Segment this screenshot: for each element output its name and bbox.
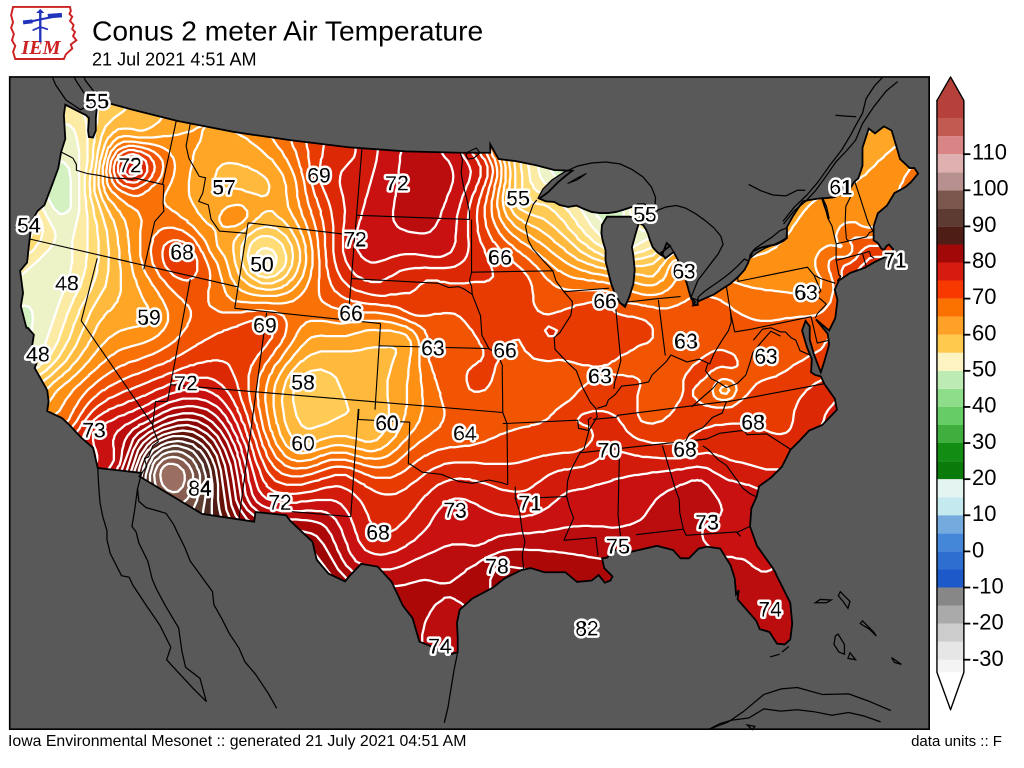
svg-text:90: 90	[972, 212, 996, 237]
svg-text:80: 80	[972, 248, 996, 273]
svg-text:100: 100	[972, 176, 1009, 201]
svg-text:50: 50	[972, 357, 996, 382]
svg-text:-30: -30	[972, 646, 1004, 671]
svg-text:-10: -10	[972, 574, 1004, 599]
svg-text:21 Jul 2021 4:51 AM: 21 Jul 2021 4:51 AM	[92, 50, 257, 70]
svg-text:IEM: IEM	[20, 37, 61, 59]
svg-text:Conus 2 meter Air Temperature: Conus 2 meter Air Temperature	[92, 14, 483, 46]
svg-text:110: 110	[972, 139, 1007, 164]
svg-text:70: 70	[972, 284, 996, 309]
svg-text:60: 60	[972, 320, 996, 345]
svg-text:-20: -20	[972, 610, 1004, 635]
svg-text:20: 20	[972, 465, 996, 490]
svg-text:30: 30	[972, 429, 996, 454]
svg-text:Iowa Environmental Mesonet ::: Iowa Environmental Mesonet :: generated …	[8, 733, 466, 750]
svg-text:10: 10	[972, 501, 996, 526]
svg-text:40: 40	[972, 393, 996, 418]
svg-text:data units :: F: data units :: F	[911, 733, 1002, 750]
svg-text:0: 0	[972, 537, 984, 562]
